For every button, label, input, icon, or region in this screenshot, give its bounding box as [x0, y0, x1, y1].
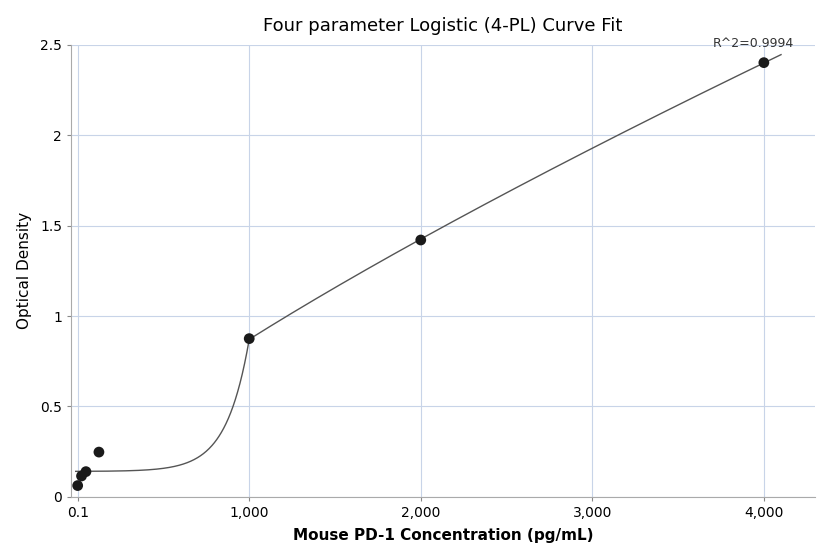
Y-axis label: Optical Density: Optical Density [17, 212, 32, 329]
Point [414, 236, 428, 245]
Point [79, 467, 92, 476]
X-axis label: Mouse PD-1 Concentration (pg/mL): Mouse PD-1 Concentration (pg/mL) [293, 528, 593, 543]
Title: Four parameter Logistic (4-PL) Curve Fit: Four parameter Logistic (4-PL) Curve Fit [264, 17, 623, 35]
Point [92, 447, 106, 456]
Point [757, 58, 770, 67]
Text: R^2=0.9994: R^2=0.9994 [712, 37, 794, 50]
Point [71, 481, 84, 490]
Point [75, 472, 88, 480]
Point [243, 334, 256, 343]
